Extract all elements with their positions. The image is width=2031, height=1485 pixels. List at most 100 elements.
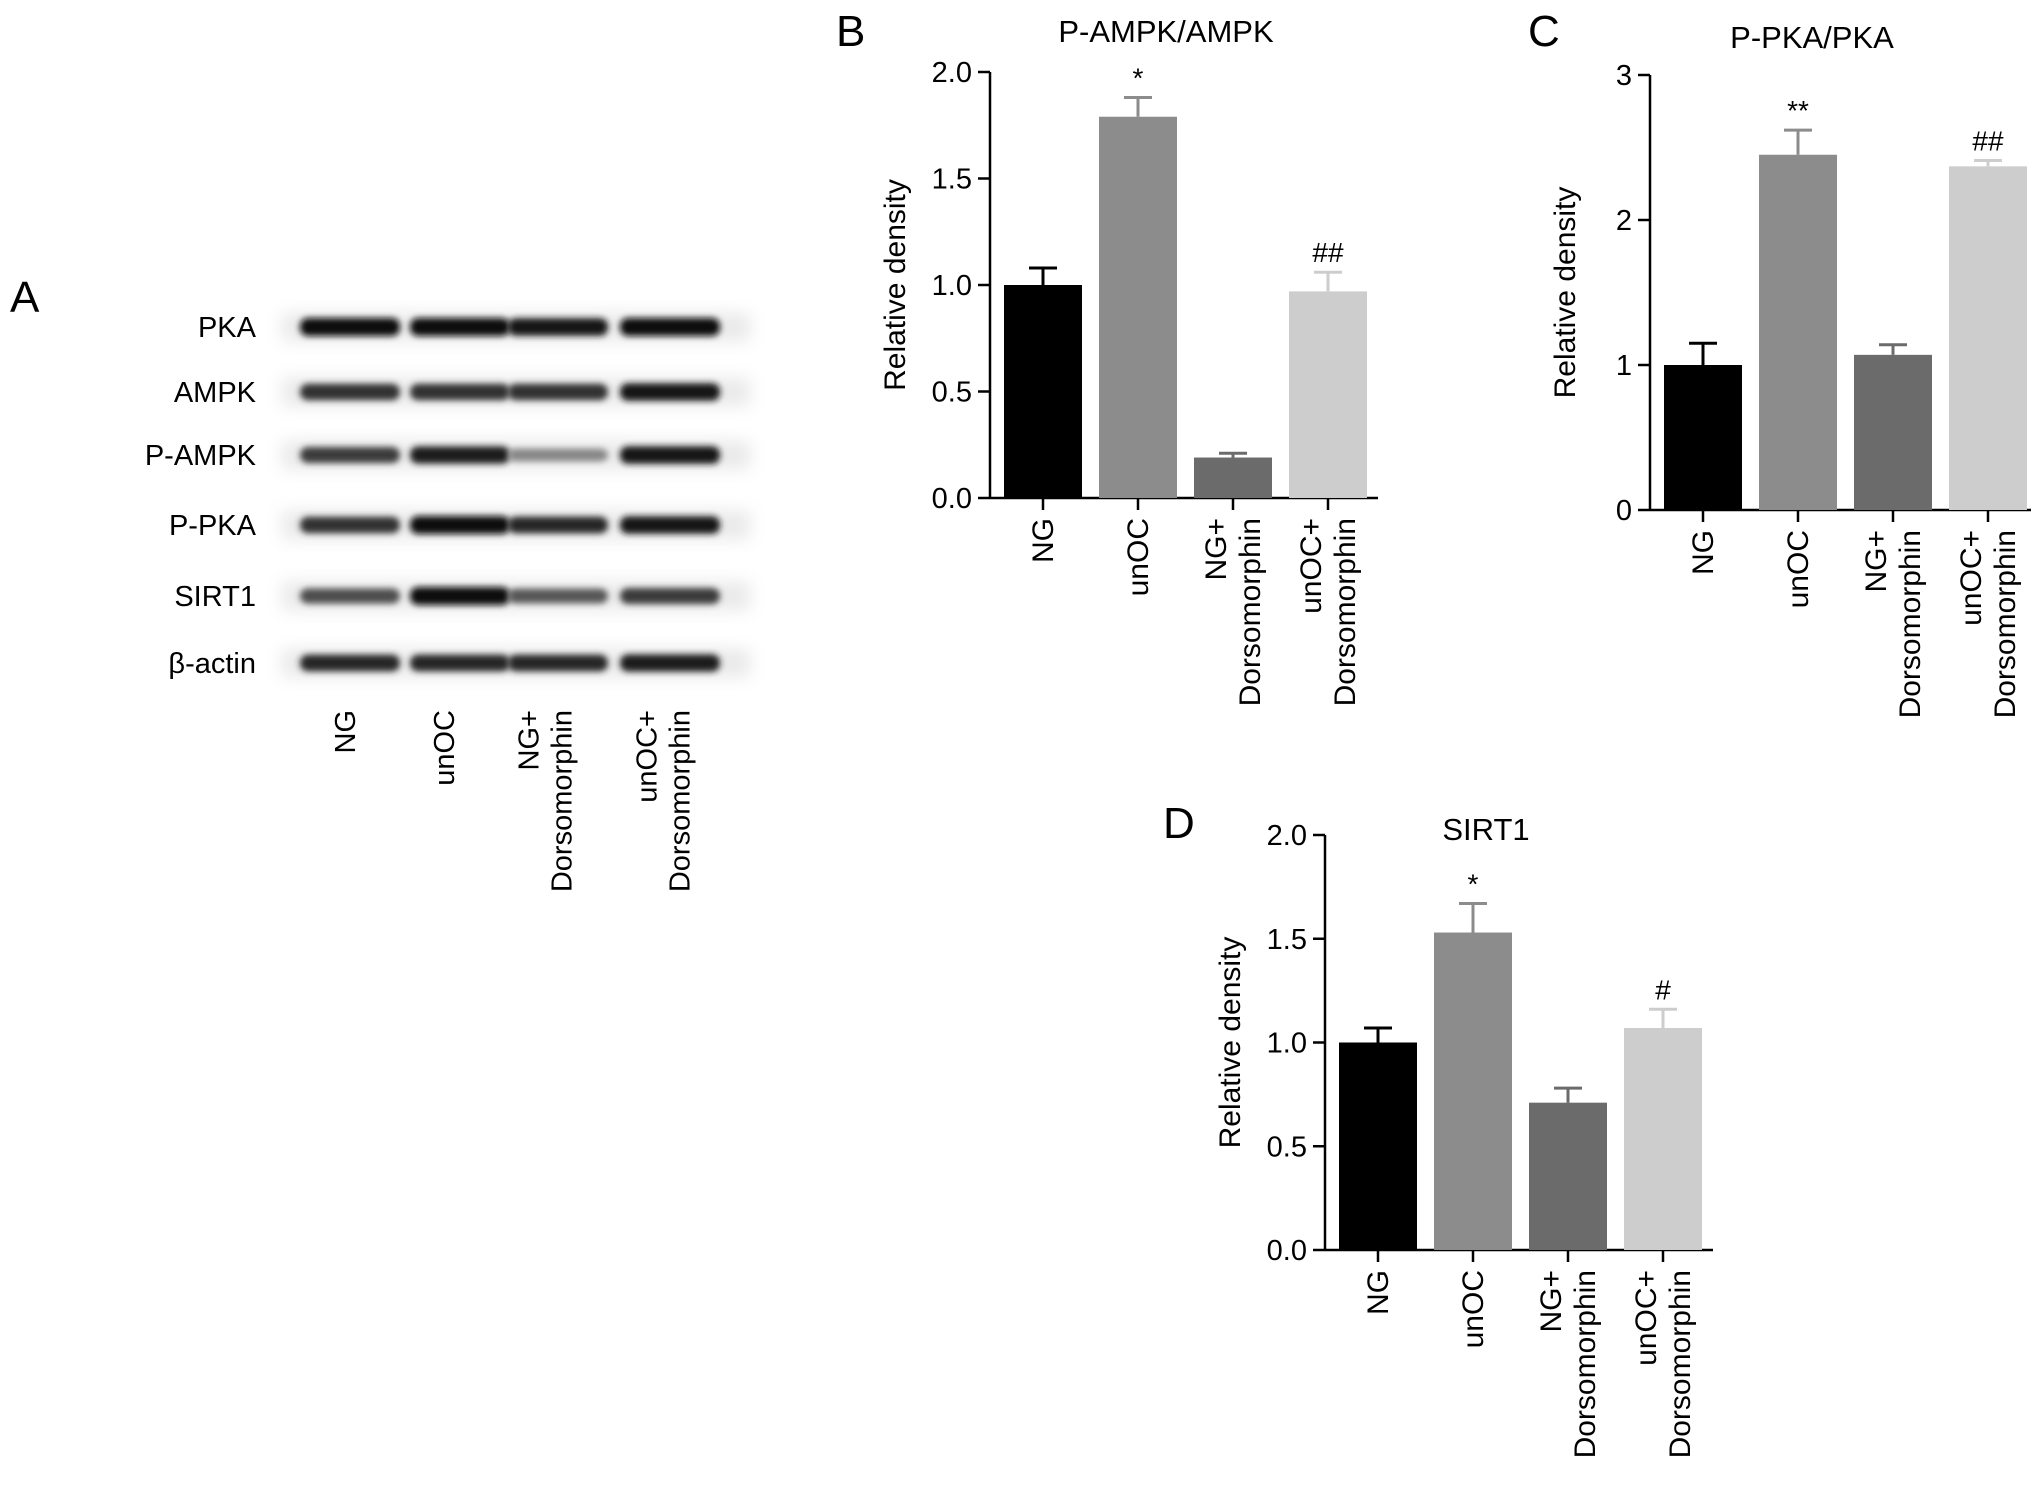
y-tick-label: 0.0 xyxy=(932,483,972,515)
blot-band-sirt1-lane-1 xyxy=(300,588,400,604)
y-tick-label: 0.5 xyxy=(1267,1131,1307,1163)
x-tick-label-unoc: unOC xyxy=(1782,530,1815,608)
y-tick-label: 0 xyxy=(1616,495,1632,527)
chart-p-pka-pka: P-PKA/PKA 0 1 2 3 Relative density NG ** unOC NG+… xyxy=(1549,20,2031,718)
y-tick-label: 2 xyxy=(1616,205,1632,237)
blot-band-pka-lane-1 xyxy=(300,318,400,336)
x-tick-label-ng: NG xyxy=(1362,1270,1395,1315)
chart-title: P-PKA/PKA xyxy=(1730,20,1894,55)
panel-letter-d: D xyxy=(1163,799,1195,848)
bar-ng xyxy=(1339,1042,1417,1250)
y-axis-label: Relative density xyxy=(879,179,912,391)
panel-letter-b: B xyxy=(836,7,865,56)
chart-sirt1: SIRT1 0.0 0.5 1.0 1.5 2.0 Relative density NG * u… xyxy=(1214,812,1713,1458)
blot-band-p-pka-lane-3 xyxy=(508,516,608,534)
bar-ng xyxy=(1664,365,1742,510)
bar-unoc-dorsomorphin xyxy=(1289,291,1367,498)
bar-unoc xyxy=(1099,116,1177,498)
bar-unoc-dorsomorphin xyxy=(1949,166,2027,510)
panel-letter-c: C xyxy=(1528,7,1560,56)
blot-band-p-ampk-lane-3 xyxy=(508,448,608,462)
significance-marker: # xyxy=(1655,974,1671,1005)
blot-band-p-ampk-lane-4 xyxy=(620,446,720,464)
y-tick-label: 0.0 xyxy=(1267,1235,1307,1267)
blot-label-p-ampk: P-AMPK xyxy=(145,440,257,472)
y-tick-label: 1.5 xyxy=(1267,924,1307,956)
y-tick-label: 1 xyxy=(1616,350,1632,382)
y-tick-label: 2.0 xyxy=(1267,820,1307,852)
blot-band-sirt1-lane-3 xyxy=(508,588,608,604)
x-tick-label-ng-dorsomorphin-line-2: Dorsomorphin xyxy=(1894,530,1927,718)
blot-lane-label-2: unOC xyxy=(429,710,461,786)
x-tick-label-unoc-dorsomorphin-line-2: Dorsomorphin xyxy=(1664,1270,1697,1458)
blot-band-ampk-lane-2 xyxy=(410,383,510,401)
significance-marker: * xyxy=(1133,63,1144,94)
x-tick-label-ng: NG xyxy=(1027,518,1060,563)
y-axis-label: Relative density xyxy=(1214,937,1247,1149)
bar-ng xyxy=(1004,285,1082,498)
blot-lane-label-1: NG xyxy=(330,710,362,754)
blot-label-pka: PKA xyxy=(198,312,257,344)
y-tick-label: 1.0 xyxy=(932,270,972,302)
blot-band-actin-lane-2 xyxy=(410,654,510,672)
blot-band-p-ampk-lane-1 xyxy=(300,447,400,463)
x-tick-label-unoc-dorsomorphin-line-1: unOC+ xyxy=(1630,1270,1663,1366)
blot-band-p-pka-lane-1 xyxy=(300,516,400,534)
x-tick-label-ng-dorsomorphin-line-1: NG+ xyxy=(1535,1270,1568,1333)
blot-band-p-pka-lane-2 xyxy=(410,516,510,534)
blot-band-pka-lane-4 xyxy=(620,318,720,336)
blot-band-actin-lane-4 xyxy=(620,654,720,672)
bar-unoc xyxy=(1434,932,1512,1250)
bar-ng-dorsomorphin xyxy=(1194,457,1272,498)
blot-lane-label-4-line-2: Dorsomorphin xyxy=(665,710,697,892)
blot-label-actin: β-actin xyxy=(168,648,256,680)
chart-p-ampk-ampk: P-AMPK/AMPK 0.0 0.5 1.0 1.5 2.0 Relative densi… xyxy=(879,14,1378,706)
y-tick-label: 2.0 xyxy=(932,57,972,89)
significance-marker: * xyxy=(1468,868,1479,899)
panel-letter-a: A xyxy=(10,273,40,322)
blot-band-actin-lane-3 xyxy=(508,654,608,672)
blot-lane-label-4-line-1: unOC+ xyxy=(632,710,664,803)
bar-unoc xyxy=(1759,154,1837,510)
blot-band-ampk-lane-3 xyxy=(508,383,608,401)
x-tick-label-unoc-dorsomorphin-line-1: unOC+ xyxy=(1295,518,1328,614)
y-axis-label: Relative density xyxy=(1549,187,1582,399)
x-tick-label-unoc: unOC xyxy=(1122,518,1155,596)
y-tick-label: 1.5 xyxy=(932,164,972,196)
x-tick-label-unoc: unOC xyxy=(1457,1270,1490,1348)
y-tick-label: 1.0 xyxy=(1267,1028,1307,1060)
blot-band-sirt1-lane-4 xyxy=(620,588,720,604)
y-tick-label: 0.5 xyxy=(932,377,972,409)
x-tick-label-unoc-dorsomorphin-line-1: unOC+ xyxy=(1955,530,1988,626)
x-tick-label-ng-dorsomorphin-line-1: NG+ xyxy=(1860,530,1893,593)
blot-label-sirt1: SIRT1 xyxy=(174,581,256,613)
significance-marker: ** xyxy=(1787,95,1809,126)
x-tick-label-ng-dorsomorphin-line-1: NG+ xyxy=(1200,518,1233,581)
blot-band-pka-lane-3 xyxy=(508,318,608,336)
blot-label-ampk: AMPK xyxy=(174,377,257,409)
x-tick-label-unoc-dorsomorphin-line-2: Dorsomorphin xyxy=(1989,530,2022,718)
x-tick-label-ng-dorsomorphin-line-2: Dorsomorphin xyxy=(1234,518,1267,706)
blot-band-p-pka-lane-4 xyxy=(620,516,720,534)
y-tick-label: 3 xyxy=(1616,60,1632,92)
bar-ng-dorsomorphin xyxy=(1529,1102,1607,1250)
blot-band-ampk-lane-1 xyxy=(300,383,400,401)
blot-lane-label-3-line-1: NG+ xyxy=(514,710,546,770)
x-tick-label-ng-dorsomorphin-line-2: Dorsomorphin xyxy=(1569,1270,1602,1458)
blot-band-actin-lane-1 xyxy=(300,654,400,672)
chart-title: SIRT1 xyxy=(1442,812,1529,847)
blot-label-p-pka: P-PKA xyxy=(169,510,257,542)
chart-title: P-AMPK/AMPK xyxy=(1058,14,1274,49)
blot-band-sirt1-lane-2 xyxy=(410,587,510,605)
blot-band-p-ampk-lane-2 xyxy=(410,446,510,464)
x-tick-label-ng: NG xyxy=(1687,530,1720,575)
blot-band-ampk-lane-4 xyxy=(620,383,720,401)
significance-marker: ## xyxy=(1972,126,2004,157)
x-tick-label-unoc-dorsomorphin-line-2: Dorsomorphin xyxy=(1329,518,1362,706)
bar-ng-dorsomorphin xyxy=(1854,354,1932,510)
blot-lane-label-3-line-2: Dorsomorphin xyxy=(547,710,579,892)
significance-marker: ## xyxy=(1312,237,1344,268)
blot-band-pka-lane-2 xyxy=(410,318,510,336)
